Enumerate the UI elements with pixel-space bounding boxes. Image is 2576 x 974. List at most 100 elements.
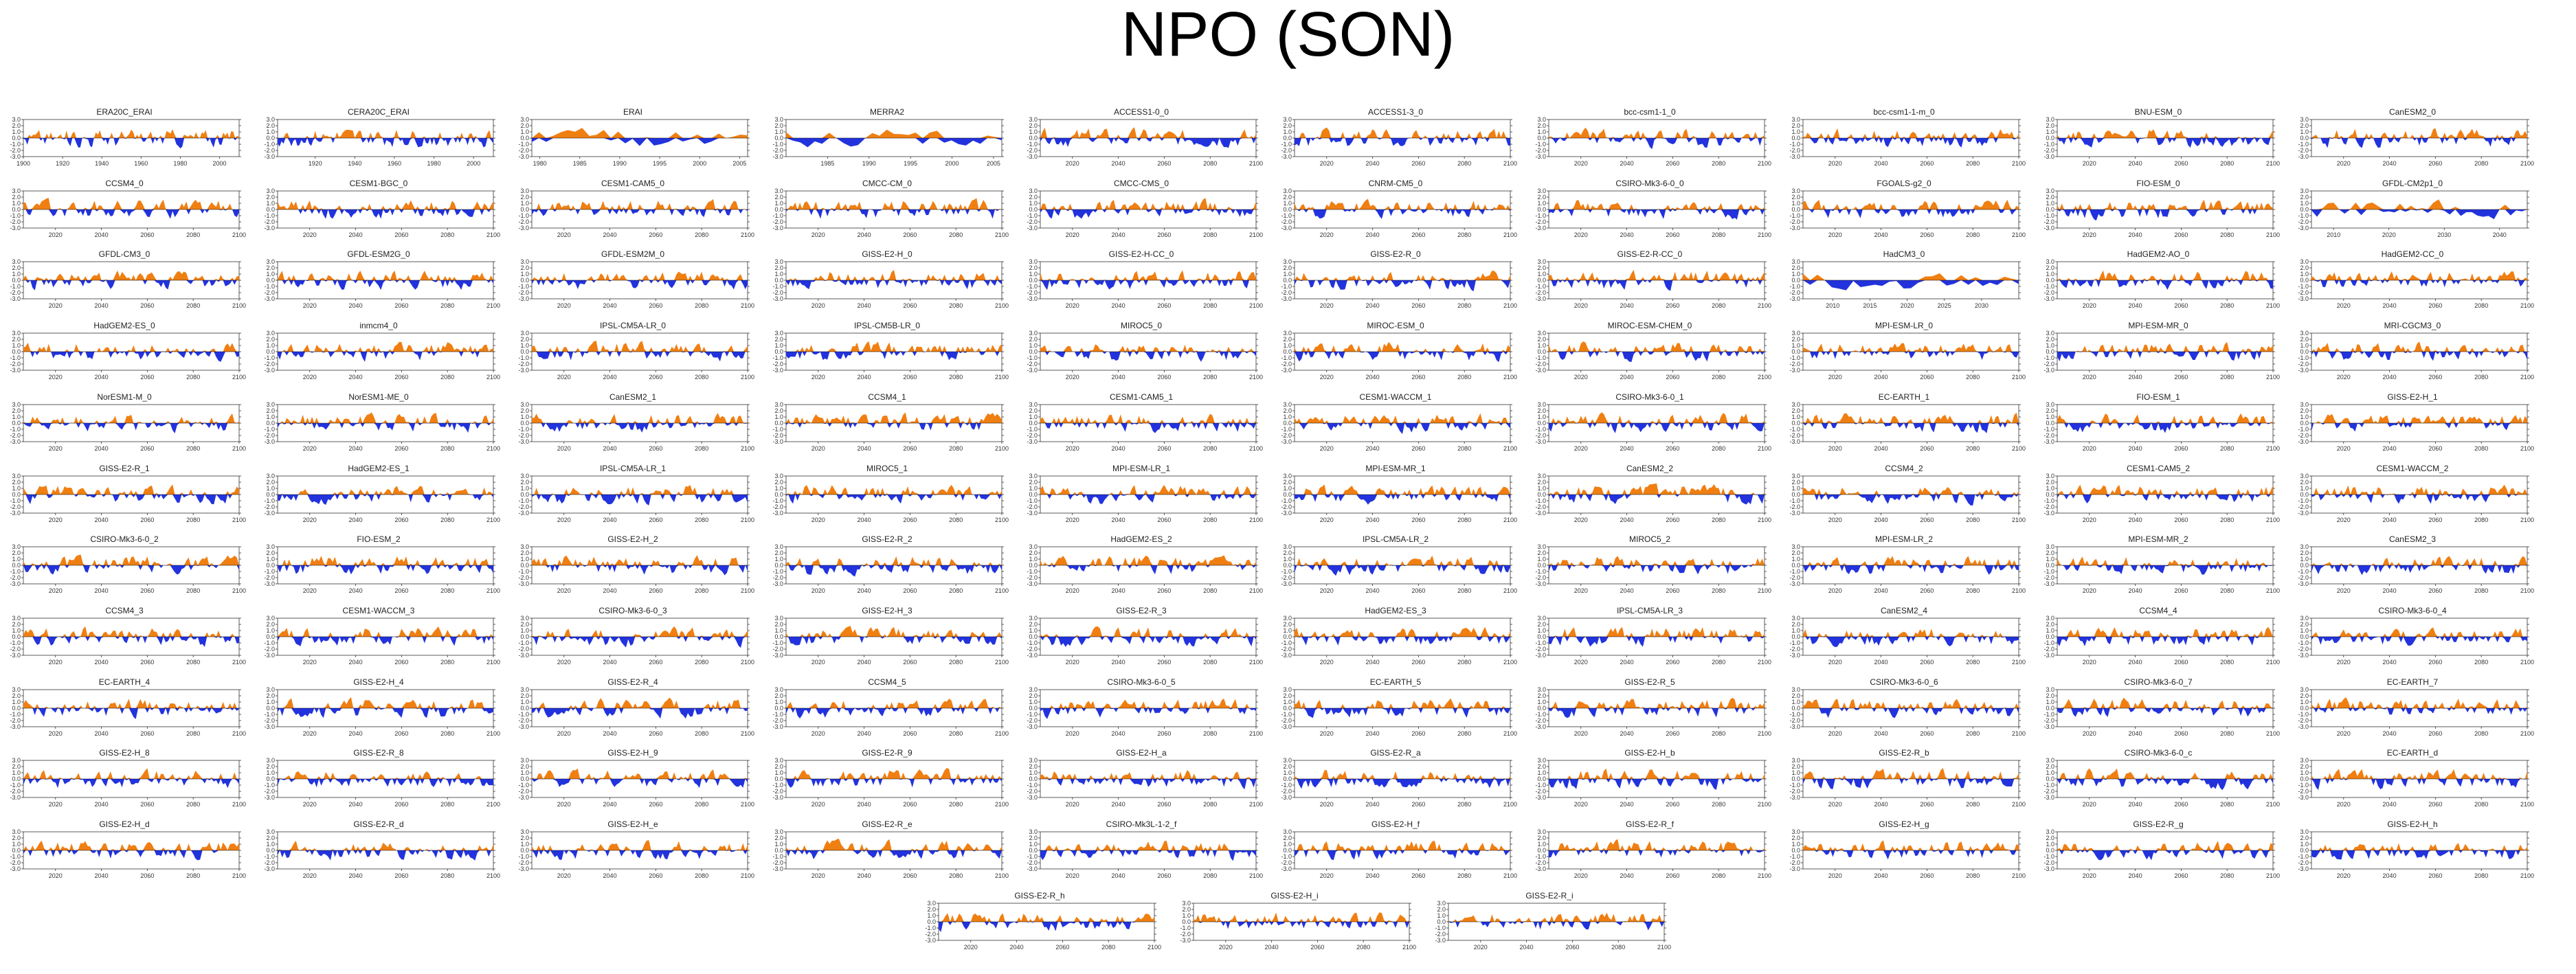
- panel-title: EC-EARTH_d: [2386, 748, 2439, 758]
- y-tick-label: 2.0: [2046, 835, 2054, 841]
- positive-area: [1295, 199, 1510, 209]
- x-tick-label: 2080: [1203, 872, 1217, 879]
- y-tick-label: 2.0: [520, 763, 529, 770]
- y-tick-label: 1.0: [266, 200, 275, 207]
- positive-area: [1295, 769, 1510, 779]
- x-tick-label: 2040: [95, 302, 109, 309]
- panel-title: BNU-ESM_0: [2134, 107, 2182, 117]
- y-tick-label: -3.0: [1281, 367, 1292, 374]
- y-tick-label: -3.0: [1281, 438, 1292, 445]
- x-tick-label: 2020: [1320, 872, 1334, 879]
- x-tick-label: 2060: [903, 231, 917, 238]
- chart-panel: GISS-E2-H_h 3.0 2.0 1.0 0.0 -1.0 -2.0 -3.0 2020 2…: [2291, 819, 2534, 888]
- y-tick-label: 1.0: [1182, 912, 1191, 919]
- panel-title: HadGEM2-ES_3: [1365, 606, 1426, 615]
- negative-area: [532, 779, 748, 789]
- chart-panel: CanESM2_3 3.0 2.0 1.0 0.0 -1.0 -2.0 -3.0 2020 204…: [2291, 534, 2534, 603]
- panel-title: GISS-E2-R_4: [607, 677, 658, 687]
- y-tick-label: 0.0: [1029, 277, 1038, 284]
- panel-title: CSIRO-Mk3L-1-2_f: [1106, 819, 1177, 829]
- x-tick-label: 2100: [1249, 302, 1263, 309]
- y-tick-label: -1.0: [1281, 354, 1292, 361]
- y-tick-label: -1.0: [1535, 782, 1546, 789]
- y-tick-label: 3.0: [1029, 401, 1038, 408]
- y-tick-label: -2.0: [1027, 289, 1038, 296]
- y-tick-label: 0.0: [774, 206, 783, 213]
- y-tick-label: 0.0: [2046, 847, 2054, 854]
- y-tick-label: -2.0: [1027, 218, 1038, 225]
- x-tick-label: 2080: [440, 587, 454, 594]
- y-tick-label: 1.0: [1791, 485, 1800, 492]
- x-tick-label: 2060: [1920, 374, 1934, 381]
- x-tick-label: 2100: [232, 445, 246, 452]
- chart-panel: MIROC-ESM-CHEM_0 3.0 2.0 1.0 0.0 -1.0 -2.0 -3.0…: [1528, 321, 1771, 389]
- negative-area: [2057, 565, 2273, 575]
- positive-area: [1549, 697, 1765, 708]
- x-tick-label: 2080: [1712, 445, 1725, 452]
- x-tick-label: 2040: [2129, 587, 2142, 594]
- positive-area: [1194, 912, 1409, 922]
- y-tick-label: -1.0: [2043, 426, 2054, 433]
- y-tick-label: 3.0: [774, 258, 783, 265]
- y-tick-label: -2.0: [1535, 503, 1546, 510]
- y-tick-label: -2.0: [2043, 432, 2054, 439]
- x-tick-label: 2020: [2083, 801, 2096, 808]
- positive-area: [2311, 769, 2527, 779]
- x-tick-label: 2020: [49, 231, 63, 238]
- y-tick-label: -1.0: [2043, 283, 2054, 290]
- x-tick-label: 2060: [1310, 944, 1324, 951]
- negative-area: [1040, 850, 1256, 861]
- chart-panel: CCSM4_5 3.0 2.0 1.0 0.0 -1.0 -2.0 -3.0 2020 2040 2…: [765, 677, 1009, 746]
- x-tick-label: 2060: [394, 872, 408, 879]
- x-tick-label: 2080: [1203, 517, 1217, 523]
- y-tick-label: 1.0: [774, 627, 783, 634]
- y-tick-label: 1.0: [927, 912, 936, 919]
- x-tick-label: 2040: [603, 374, 617, 381]
- y-tick-label: -1.0: [1789, 711, 1800, 718]
- y-tick-label: -3.0: [1281, 652, 1292, 659]
- x-tick-label: 2020: [2083, 231, 2096, 238]
- x-tick-label: 2100: [2266, 302, 2280, 309]
- chart-panel: HadGEM2-ES_1 3.0 2.0 1.0 0.0 -1.0 -2.0 -3.0 2020…: [257, 464, 500, 532]
- y-tick-label: 3.0: [774, 686, 783, 693]
- y-tick-label: 2.0: [1791, 407, 1800, 414]
- y-tick-label: 0.0: [1029, 847, 1038, 854]
- x-tick-label: 2060: [649, 374, 662, 381]
- x-tick-label: 2010: [1826, 302, 1839, 309]
- negative-area: [2311, 495, 2527, 504]
- x-tick-label: 2100: [741, 231, 754, 238]
- chart-panel: IPSL-CM5A-LR_1 3.0 2.0 1.0 0.0 -1.0 -2.0 -3.0 20…: [511, 464, 754, 532]
- x-tick-label: 2100: [1657, 944, 1671, 951]
- y-tick-label: -2.0: [518, 788, 529, 795]
- negative-area: [1295, 850, 1510, 861]
- x-tick-label: 2100: [741, 517, 754, 523]
- x-tick-label: 2060: [140, 302, 154, 309]
- x-tick-label: 2060: [1157, 872, 1171, 879]
- y-tick-label: 3.0: [2300, 543, 2309, 550]
- x-tick-label: 2060: [1157, 302, 1171, 309]
- y-tick-label: 2.0: [1283, 835, 1292, 841]
- negative-area: [1295, 495, 1510, 505]
- y-tick-label: 2.0: [1283, 336, 1292, 343]
- x-tick-label: 2020: [1219, 944, 1233, 951]
- y-tick-label: -1.0: [2043, 212, 2054, 219]
- y-tick-label: 3.0: [1537, 116, 1546, 123]
- y-tick-label: -3.0: [264, 723, 275, 730]
- x-tick-label: 2020: [1574, 231, 1588, 238]
- y-tick-label: 3.0: [1791, 757, 1800, 764]
- x-tick-label: 2060: [2174, 231, 2188, 238]
- negative-area: [23, 565, 239, 575]
- negative-area: [1295, 565, 1510, 576]
- y-tick-label: 1.0: [774, 841, 783, 848]
- negative-area: [532, 352, 748, 362]
- x-tick-label: 2080: [695, 445, 708, 452]
- panel-title: HadGEM2-ES_2: [1110, 534, 1172, 544]
